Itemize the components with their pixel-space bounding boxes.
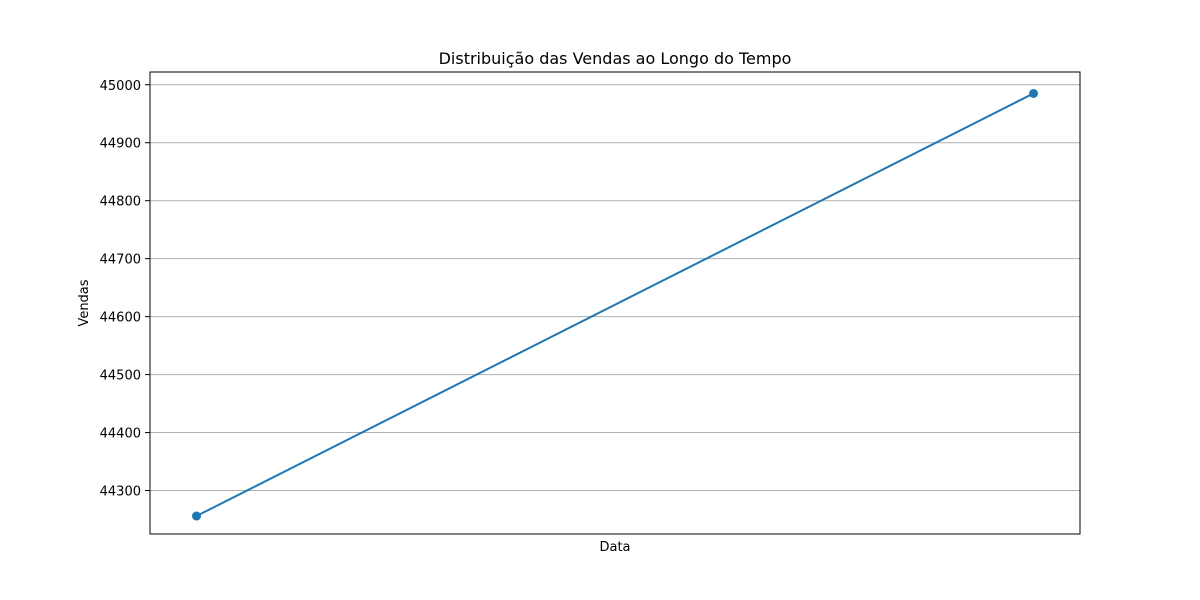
y-axis-label: Vendas bbox=[77, 279, 92, 326]
y-tick-label: 44700 bbox=[100, 253, 141, 268]
y-tick-label: 44900 bbox=[100, 137, 141, 152]
series-layer bbox=[192, 88, 1038, 521]
y-tick-label: 44400 bbox=[100, 427, 141, 442]
gridlines bbox=[150, 84, 1080, 492]
chart-title: Distribuição das Vendas ao Longo do Temp… bbox=[439, 49, 792, 68]
data-point bbox=[192, 511, 201, 521]
y-tick-label: 44500 bbox=[100, 369, 141, 384]
y-axis: 44300 44400 44500 44600 44700 44800 44900 45000 bbox=[100, 79, 150, 500]
y-tick-label: 45000 bbox=[100, 79, 141, 94]
y-tick-label: 44300 bbox=[100, 485, 141, 500]
y-tick-label: 44800 bbox=[100, 195, 141, 210]
data-point bbox=[1029, 88, 1038, 98]
series-line bbox=[196, 92, 1034, 517]
plot-frame bbox=[149, 71, 1081, 535]
x-axis-label: Data bbox=[599, 540, 630, 555]
y-tick-label: 44600 bbox=[100, 311, 141, 326]
